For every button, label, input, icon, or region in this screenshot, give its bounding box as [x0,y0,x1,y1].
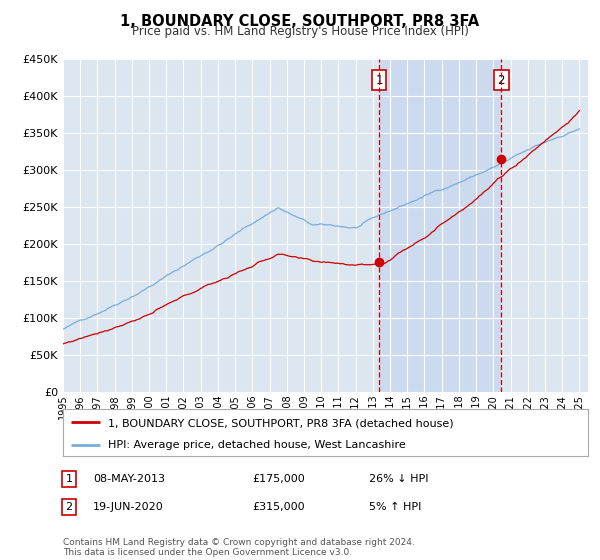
Text: 26% ↓ HPI: 26% ↓ HPI [369,474,428,484]
Text: 1, BOUNDARY CLOSE, SOUTHPORT, PR8 3FA (detached house): 1, BOUNDARY CLOSE, SOUTHPORT, PR8 3FA (d… [107,418,453,428]
Text: 1, BOUNDARY CLOSE, SOUTHPORT, PR8 3FA: 1, BOUNDARY CLOSE, SOUTHPORT, PR8 3FA [121,14,479,29]
Text: 19-JUN-2020: 19-JUN-2020 [93,502,164,512]
Text: 08-MAY-2013: 08-MAY-2013 [93,474,165,484]
Text: £315,000: £315,000 [252,502,305,512]
Bar [379,59,501,392]
Text: £175,000: £175,000 [252,474,305,484]
Text: Contains HM Land Registry data © Crown copyright and database right 2024.
This d: Contains HM Land Registry data © Crown c… [63,538,415,557]
Text: 1: 1 [375,74,383,87]
Text: 1: 1 [65,474,73,484]
Text: HPI: Average price, detached house, West Lancashire: HPI: Average price, detached house, West… [107,441,406,450]
Text: 2: 2 [65,502,73,512]
Text: 5% ↑ HPI: 5% ↑ HPI [369,502,421,512]
Text: Price paid vs. HM Land Registry's House Price Index (HPI): Price paid vs. HM Land Registry's House … [131,25,469,38]
Text: 2: 2 [497,74,505,87]
